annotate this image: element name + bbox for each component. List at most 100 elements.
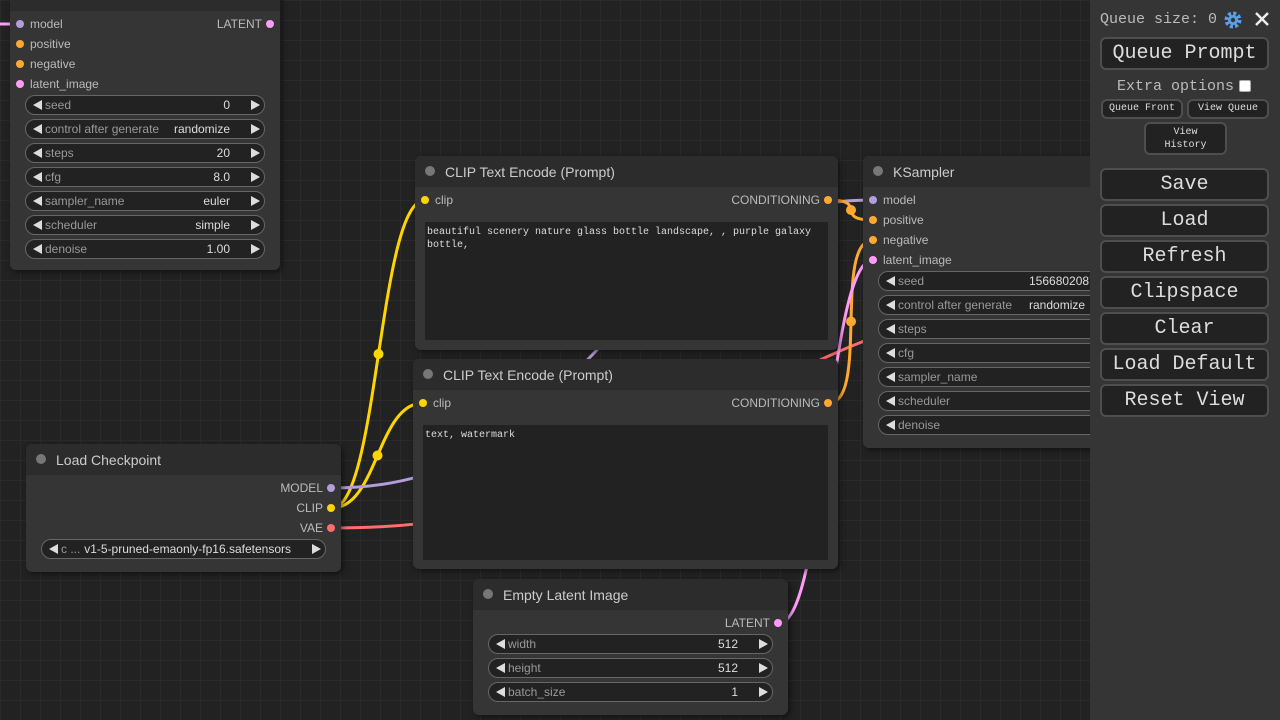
widget[interactable]: batch_size 1 (488, 682, 773, 702)
widget[interactable]: cfg (878, 343, 1090, 363)
decrement-arrow[interactable] (33, 196, 42, 206)
widget[interactable]: denoise 1.00 (25, 239, 265, 259)
sidebar-button[interactable]: Load (1100, 204, 1269, 237)
widget[interactable]: seed 1566802087 (878, 271, 1090, 291)
decrement-arrow[interactable] (33, 220, 42, 230)
node[interactable]: model positive negative latent_image LATENT s… (10, 0, 280, 270)
decrement-arrow[interactable] (33, 124, 42, 134)
node-canvas[interactable]: model positive negative latent_image LATENT s… (0, 0, 1090, 720)
input-label: negative (30, 57, 76, 71)
decrement-arrow[interactable] (33, 148, 42, 158)
sidebar-button[interactable]: Reset View (1100, 384, 1269, 417)
output-label: MODEL (280, 481, 323, 495)
increment-arrow[interactable] (251, 172, 260, 182)
node[interactable]: Load Checkpoint MODEL CLIP VAE c ... v1-5-pru… (26, 444, 341, 572)
widget[interactable]: sampler_name (878, 367, 1090, 387)
collapse-dot[interactable] (36, 454, 46, 464)
decrement-arrow[interactable] (33, 100, 42, 110)
input-slot[interactable] (16, 20, 24, 28)
node[interactable]: KSampler model positive negative latent_imag… (863, 156, 1090, 448)
increment-arrow[interactable] (759, 639, 768, 649)
decrement-arrow[interactable] (49, 544, 58, 554)
collapse-dot[interactable] (423, 369, 433, 379)
widget[interactable]: width 512 (488, 634, 773, 654)
widget[interactable]: height 512 (488, 658, 773, 678)
output-slot[interactable] (824, 399, 832, 407)
increment-arrow[interactable] (251, 220, 260, 230)
increment-arrow[interactable] (759, 663, 768, 673)
increment-arrow[interactable] (251, 244, 260, 254)
widget[interactable]: cfg 8.0 (25, 167, 265, 187)
node[interactable]: CLIP Text Encode (Prompt) clip CONDITIONIN… (413, 359, 838, 569)
increment-arrow[interactable] (251, 148, 260, 158)
widget-name: control after generate (45, 122, 160, 136)
input-slot[interactable] (869, 196, 877, 204)
extra-options-checkbox[interactable] (1239, 80, 1251, 92)
input-slot[interactable] (869, 236, 877, 244)
decrement-arrow[interactable] (496, 639, 505, 649)
input-slot[interactable] (16, 80, 24, 88)
node[interactable]: CLIP Text Encode (Prompt) clip CONDITIONIN… (415, 156, 838, 350)
increment-arrow[interactable] (251, 100, 260, 110)
output-label: VAE (299, 521, 323, 535)
collapse-dot[interactable] (425, 166, 435, 176)
input-slot[interactable] (16, 40, 24, 48)
output-label: LATENT (724, 616, 770, 630)
view-queue-button[interactable]: View Queue (1187, 99, 1269, 119)
decrement-arrow[interactable] (886, 420, 895, 430)
widget[interactable]: sampler_name euler (25, 191, 265, 211)
input-slot[interactable] (419, 399, 427, 407)
increment-arrow[interactable] (312, 544, 321, 554)
settings-icon[interactable] (1223, 10, 1243, 30)
sidebar-button[interactable]: Clear (1100, 312, 1269, 345)
output-slot[interactable] (774, 619, 782, 627)
decrement-arrow[interactable] (33, 244, 42, 254)
widget[interactable]: scheduler simple (25, 215, 265, 235)
sidebar-button[interactable]: Save (1100, 168, 1269, 201)
queue-front-button[interactable]: Queue Front (1101, 99, 1183, 119)
prompt-textarea[interactable]: beautiful scenery nature glass bottle la… (425, 222, 828, 340)
widget[interactable]: steps 20 (25, 143, 265, 163)
input-slot[interactable] (421, 196, 429, 204)
view-history-button[interactable]: View History (1144, 122, 1227, 155)
widget[interactable]: steps (878, 319, 1090, 339)
decrement-arrow[interactable] (496, 663, 505, 673)
widget[interactable]: seed 0 (25, 95, 265, 115)
output-slot[interactable] (327, 504, 335, 512)
output-slot[interactable] (266, 20, 274, 28)
decrement-arrow[interactable] (886, 348, 895, 358)
output-slot[interactable] (327, 484, 335, 492)
input-label: clip (433, 396, 452, 410)
sidebar-button[interactable]: Load Default (1100, 348, 1269, 381)
widget[interactable]: control after generate randomize (878, 295, 1090, 315)
widget[interactable]: control after generate randomize (25, 119, 265, 139)
increment-arrow[interactable] (251, 196, 260, 206)
input-slot[interactable] (16, 60, 24, 68)
prompt-textarea[interactable]: text, watermark (423, 425, 828, 560)
widget[interactable]: denoise (878, 415, 1090, 435)
decrement-arrow[interactable] (496, 687, 505, 697)
collapse-dot[interactable] (483, 589, 493, 599)
output-slot[interactable] (327, 524, 335, 532)
decrement-arrow[interactable] (886, 372, 895, 382)
decrement-arrow[interactable] (33, 172, 42, 182)
increment-arrow[interactable] (251, 124, 260, 134)
decrement-arrow[interactable] (886, 300, 895, 310)
decrement-arrow[interactable] (886, 324, 895, 334)
input-slot[interactable] (869, 256, 877, 264)
close-icon[interactable] (1254, 11, 1270, 27)
decrement-arrow[interactable] (886, 276, 895, 286)
node[interactable]: Empty Latent Image LATENT width 512 height 51… (473, 579, 788, 715)
widget[interactable]: scheduler (878, 391, 1090, 411)
increment-arrow[interactable] (759, 687, 768, 697)
decrement-arrow[interactable] (886, 396, 895, 406)
sidebar-button[interactable]: Clipspace (1100, 276, 1269, 309)
input-slot[interactable] (869, 216, 877, 224)
queue-prompt-button[interactable]: Queue Prompt (1100, 37, 1269, 70)
widget-name: sampler_name (898, 370, 978, 384)
widget[interactable]: c ... v1-5-pruned-emaonly-fp16.safetensor… (41, 539, 326, 559)
collapse-dot[interactable] (873, 166, 883, 176)
input-label: latent_image (883, 253, 952, 267)
sidebar-button[interactable]: Refresh (1100, 240, 1269, 273)
output-slot[interactable] (824, 196, 832, 204)
